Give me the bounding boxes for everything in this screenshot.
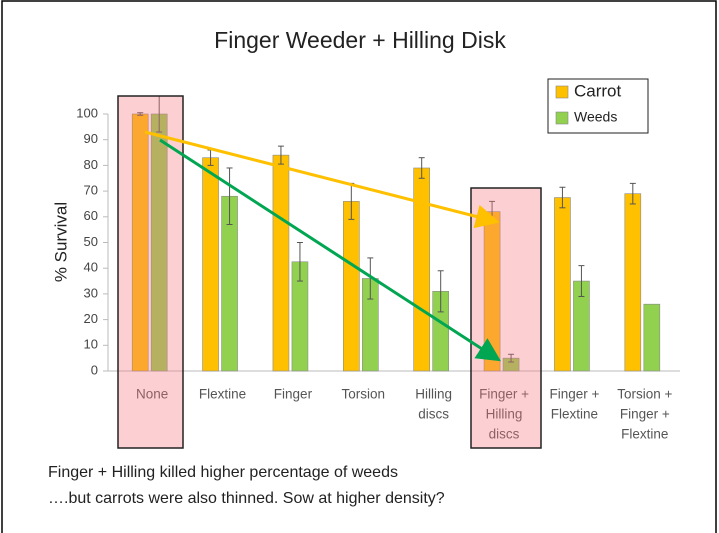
- bar: [554, 197, 571, 372]
- y-tick-label: 10: [84, 337, 98, 352]
- error-bar: [137, 112, 144, 116]
- x-tick-label: Finger +: [549, 387, 599, 402]
- y-tick-label: 40: [84, 260, 98, 275]
- x-tick-label: Hilling: [486, 407, 523, 422]
- x-tick-label: Flextine: [199, 387, 246, 402]
- error-bar: [418, 157, 425, 179]
- highlight-box: [117, 95, 184, 449]
- x-tick-label: Finger +: [479, 387, 529, 402]
- bar: [624, 193, 642, 372]
- note: Finger + Hilling killed higher percentag…: [48, 464, 398, 481]
- error-bar: [559, 186, 566, 209]
- error-bar: [437, 270, 444, 313]
- x-tick-label: Hilling: [415, 387, 452, 402]
- y-tick-label: 30: [84, 285, 98, 300]
- x-tick-label: Finger +: [620, 407, 670, 422]
- y-tick-label: 100: [76, 105, 98, 120]
- bar: [413, 167, 430, 372]
- legend: Carrot Weeds: [547, 78, 649, 134]
- error-bar: [508, 353, 515, 363]
- legend-label: Weeds: [574, 109, 617, 125]
- chart-title: Finger Weeder + Hilling Disk: [214, 27, 506, 53]
- y-tick-label: 70: [84, 183, 98, 198]
- error-bar: [277, 145, 284, 165]
- highlight: [117, 95, 542, 449]
- y-tick-label: 20: [84, 311, 98, 326]
- error-bar: [296, 242, 303, 282]
- note: ….but carrots were also thinned. Sow at …: [48, 490, 445, 507]
- x-tick-label: discs: [489, 427, 520, 442]
- x-tick-label: Finger: [274, 387, 313, 402]
- y-tick-label: 60: [84, 208, 98, 223]
- legend-swatch: [555, 85, 569, 99]
- y-tick-label: 50: [84, 234, 98, 249]
- arrow: [144, 130, 500, 229]
- legend-swatch: [555, 111, 569, 125]
- highlight-box: [470, 187, 542, 449]
- error-bar: [578, 265, 585, 297]
- x-tick-label: Torsion: [342, 387, 386, 402]
- bar: [202, 157, 219, 372]
- plot: 0 10 20 30 40 50 60 70 80 90 100 None Flextine Finger…: [76, 95, 680, 442]
- bar: [643, 303, 661, 372]
- error-bar: [629, 182, 636, 205]
- y-tick-label: 80: [84, 157, 98, 172]
- legend-label: Carrot: [574, 81, 622, 100]
- bar: [272, 154, 290, 372]
- y-tick-label: 0: [91, 362, 98, 377]
- arrow: [159, 138, 502, 362]
- x-tick-label: Flextine: [621, 427, 668, 442]
- x-tick-label: Torsion +: [617, 387, 672, 402]
- error-bar: [226, 167, 233, 226]
- y-axis-label: % Survival: [51, 202, 70, 282]
- x-tick-label: discs: [418, 407, 449, 422]
- bar: [343, 201, 360, 372]
- y-tick-label: 90: [84, 131, 98, 146]
- x-tick-label: None: [136, 387, 168, 402]
- x-tick-label: Flextine: [551, 407, 598, 422]
- error-bar: [367, 257, 374, 300]
